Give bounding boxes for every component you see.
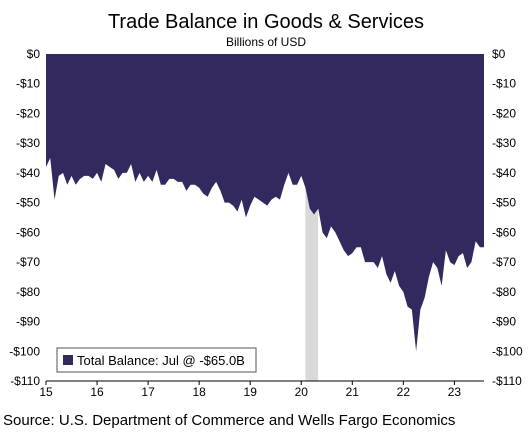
legend: Total Balance: Jul @ -$65.0B — [56, 347, 257, 373]
y-tick-label-left: -$80 — [16, 285, 40, 299]
y-tick-label-right: -$80 — [492, 285, 516, 299]
y-tick-label-left: -$30 — [16, 136, 40, 150]
plot-area — [46, 54, 484, 382]
y-tick-label-left: -$60 — [16, 225, 40, 239]
y-tick-label-right: $0 — [492, 47, 506, 61]
y-tick-label-right: -$30 — [492, 136, 516, 150]
y-tick-label-right: -$20 — [492, 106, 516, 120]
y-tick-label-right: -$40 — [492, 166, 516, 180]
x-tick-label: 16 — [90, 385, 104, 399]
y-axis-left: $0 -$10 -$20 -$30 -$40 -$50 -$60 -$70 -$80 -$90 -$… — [9, 47, 40, 388]
x-tick-label: 18 — [192, 385, 206, 399]
x-tick-label: 17 — [141, 385, 155, 399]
y-tick-label-right: -$100 — [492, 344, 523, 358]
y-tick-label-right: -$60 — [492, 225, 516, 239]
legend-label: Total Balance: Jul @ -$65.0B — [77, 353, 245, 368]
x-tick-label: 23 — [448, 385, 462, 399]
y-tick-label-right: -$110 — [492, 374, 522, 388]
legend-swatch — [63, 355, 73, 365]
x-tick-label: 19 — [244, 385, 258, 399]
source-note: Source: U.S. Department of Commerce and … — [3, 412, 455, 429]
y-tick-label-right: -$10 — [492, 77, 516, 91]
x-axis: 15 16 17 18 19 20 21 22 23 — [39, 381, 461, 399]
legend-box — [56, 347, 257, 373]
y-tick-label-left: -$70 — [16, 255, 40, 269]
y-tick-label-left: -$50 — [16, 196, 40, 210]
y-tick-label-left: -$90 — [16, 315, 40, 329]
y-tick-label-left: -$20 — [16, 106, 40, 120]
chart-subtitle: Billions of USD — [226, 35, 306, 49]
x-tick-label: 21 — [346, 385, 360, 399]
y-tick-label-right: -$90 — [492, 315, 516, 329]
x-tick-label: 15 — [39, 385, 53, 399]
y-tick-label-left: -$110 — [10, 374, 40, 388]
y-axis-right: $0 -$10 -$20 -$30 -$40 -$50 -$60 -$70 -$80 -$90 -$… — [492, 47, 523, 388]
y-tick-label-right: -$70 — [492, 255, 516, 269]
y-tick-label-left: $0 — [27, 47, 41, 61]
chart-title: Trade Balance in Goods & Services — [108, 11, 424, 33]
y-tick-label-left: -$40 — [16, 166, 40, 180]
series-area-total-balance — [46, 54, 484, 352]
x-tick-label: 22 — [397, 385, 411, 399]
y-tick-label-left: -$100 — [9, 344, 40, 358]
x-tick-label: 20 — [295, 385, 309, 399]
y-tick-label-left: -$10 — [16, 77, 40, 91]
y-tick-label-right: -$50 — [492, 196, 516, 210]
